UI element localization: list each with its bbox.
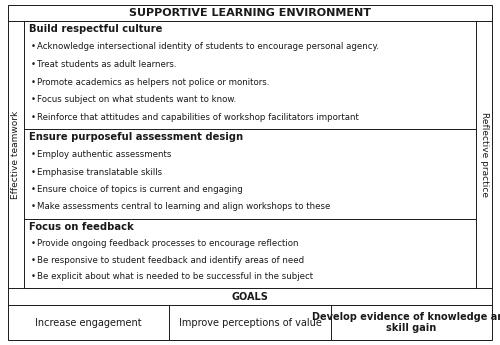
Text: •: • [30,239,36,248]
Text: •: • [30,272,36,281]
Text: SUPPORTIVE LEARNING ENVIRONMENT: SUPPORTIVE LEARNING ENVIRONMENT [129,8,371,18]
Text: •: • [30,150,36,159]
Text: GOALS: GOALS [232,292,268,302]
Text: •: • [30,256,36,265]
Text: Effective teamwork: Effective teamwork [12,110,20,199]
Text: Build respectful culture: Build respectful culture [29,24,162,34]
Text: Ensure purposeful assessment design: Ensure purposeful assessment design [29,132,243,142]
Text: Make assessments central to learning and align workshops to these: Make assessments central to learning and… [37,203,331,211]
Text: •: • [30,95,36,104]
Text: •: • [30,168,36,177]
Text: Reflective practice: Reflective practice [480,112,488,197]
Text: •: • [30,60,36,69]
Text: Provide ongoing feedback processes to encourage reflection: Provide ongoing feedback processes to en… [37,239,298,248]
Text: Improve perceptions of value: Improve perceptions of value [178,317,322,327]
Text: Focus subject on what students want to know.: Focus subject on what students want to k… [37,95,236,104]
Text: Reinforce that attitudes and capabilities of workshop facilitators important: Reinforce that attitudes and capabilitie… [37,113,359,122]
Text: •: • [30,113,36,122]
Text: Promote academics as helpers not police or monitors.: Promote academics as helpers not police … [37,78,270,87]
Text: Employ authentic assessments: Employ authentic assessments [37,150,172,159]
Text: Increase engagement: Increase engagement [36,317,142,327]
Text: Acknowledge intersectional identity of students to encourage personal agency.: Acknowledge intersectional identity of s… [37,42,379,51]
Text: Emphasise translatable skills: Emphasise translatable skills [37,168,162,177]
Text: Ensure choice of topics is current and engaging: Ensure choice of topics is current and e… [37,185,243,194]
Text: •: • [30,42,36,51]
Text: Develop evidence of knowledge and
skill gain: Develop evidence of knowledge and skill … [312,312,500,333]
Text: Be explicit about what is needed to be successful in the subject: Be explicit about what is needed to be s… [37,272,313,281]
Text: •: • [30,185,36,194]
Text: •: • [30,78,36,87]
Text: Focus on feedback: Focus on feedback [29,221,134,231]
Text: •: • [30,203,36,211]
Text: Be responsive to student feedback and identify areas of need: Be responsive to student feedback and id… [37,256,304,265]
Text: Treat students as adult learners.: Treat students as adult learners. [37,60,176,69]
